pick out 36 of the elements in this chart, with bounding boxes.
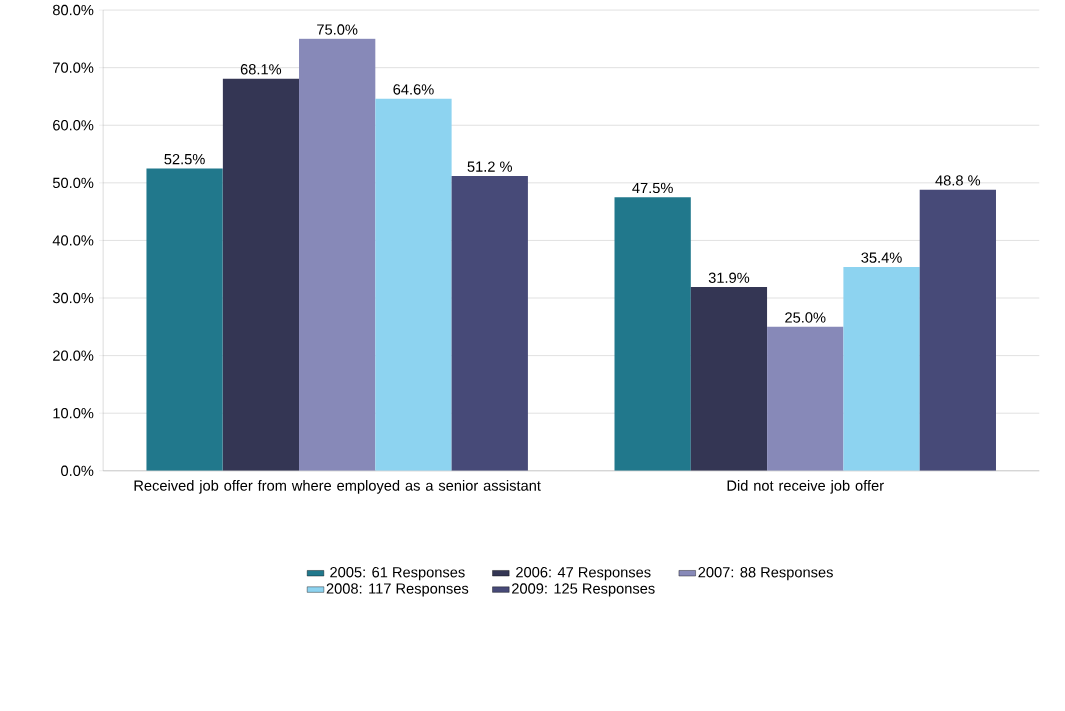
y-tick-label: 80.0% [52, 4, 94, 16]
y-tick-label: 50.0% [52, 177, 94, 188]
x-tick-label: Did not receive job offer [727, 479, 884, 494]
bar [146, 168, 223, 471]
y-tick-label: 70.0% [53, 62, 94, 73]
data-label: 47.5% [632, 182, 673, 194]
y-tick-label: 30.0% [52, 292, 94, 304]
bar [767, 326, 844, 471]
data-label: 31.9% [708, 272, 750, 283]
bar [690, 287, 768, 471]
legend-label: 2006: 47 Responses [516, 566, 651, 581]
y-tick-label: 0.0% [61, 465, 94, 476]
bar [375, 98, 452, 471]
y-tick-label: 20.0% [53, 350, 94, 361]
y-tick-label: 60.0% [53, 119, 94, 131]
bar [299, 38, 376, 471]
bar [222, 78, 300, 471]
bar [919, 189, 996, 471]
bar [843, 266, 920, 471]
data-label: 51.2 % [467, 161, 513, 172]
y-tick-label: 40.0% [52, 235, 94, 246]
legend-label: 2005: 61 Responses [330, 566, 465, 581]
legend-label: 2007: 88 Responses [698, 566, 833, 581]
data-label: 35.4% [861, 252, 902, 263]
data-label: 75.0% [317, 24, 358, 35]
legend-label: 2008: 117 Responses [326, 583, 469, 597]
bar [451, 175, 528, 471]
data-label: 64.6% [393, 84, 434, 95]
data-label: 68.1% [240, 64, 282, 75]
data-label: 48.8 % [935, 175, 981, 186]
data-label: 52.5% [164, 153, 205, 165]
x-tick-label: Received job offer from where employed as a senior assistant [134, 479, 541, 494]
y-tick-label: 10.0% [53, 407, 94, 419]
bar [614, 197, 691, 471]
legend-label: 2009: 125 Responses [512, 583, 655, 597]
data-label: 25.0% [785, 312, 826, 323]
